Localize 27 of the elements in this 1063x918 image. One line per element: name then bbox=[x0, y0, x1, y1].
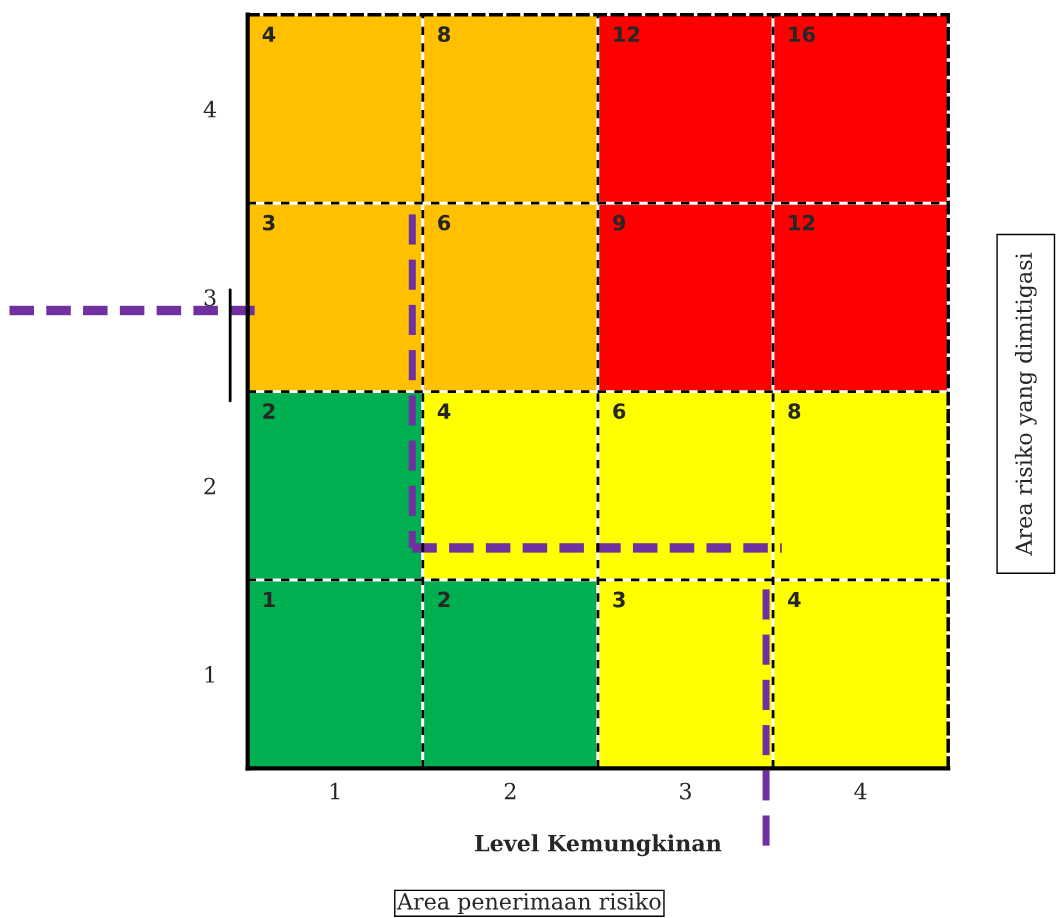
data-label: 3 bbox=[613, 591, 625, 608]
x-axis-title: Level Kemungkinan bbox=[475, 834, 722, 857]
data-label: 16 bbox=[789, 26, 815, 43]
y-tick-label: 1 bbox=[205, 666, 214, 683]
data-label: 12 bbox=[614, 26, 640, 42]
x-tick-label: 2 bbox=[504, 782, 516, 800]
text: Area risiko yang dimitigasi bbox=[1014, 252, 1037, 556]
data-label: 6 bbox=[438, 214, 451, 231]
data-label: 9 bbox=[613, 214, 626, 231]
x-tick-label: 1 bbox=[330, 782, 340, 800]
y-tick-label: 3 bbox=[204, 289, 216, 307]
data-label: 12 bbox=[789, 214, 815, 231]
data-label: 6 bbox=[613, 403, 626, 419]
y-tick-label: 4 bbox=[203, 100, 217, 118]
data-label: 8 bbox=[438, 26, 451, 43]
data-label: 2 bbox=[438, 591, 450, 608]
data-label: 8 bbox=[788, 403, 801, 419]
data-label: 3 bbox=[263, 214, 275, 231]
y-tick-label: 2 bbox=[204, 477, 215, 495]
data-label: 2 bbox=[263, 403, 275, 419]
text: Area penerimaan risiko bbox=[396, 892, 661, 915]
x-tick-label: 3 bbox=[680, 782, 691, 800]
x-tick-label: 4 bbox=[854, 782, 867, 800]
data-label: 1 bbox=[264, 591, 275, 608]
data-label: 4 bbox=[788, 591, 801, 608]
data-label: 4 bbox=[262, 26, 276, 42]
data-label: 4 bbox=[437, 403, 451, 419]
